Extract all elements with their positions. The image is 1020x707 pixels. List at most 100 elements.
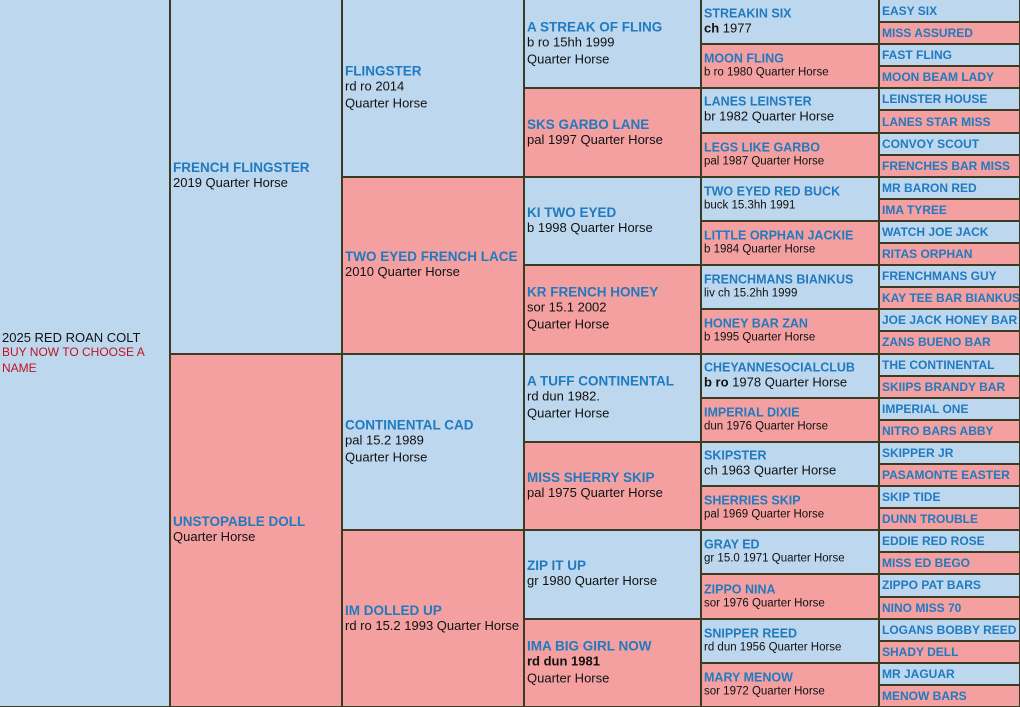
horse-name: MISS ASSURED [882, 26, 973, 41]
pedigree-cell-g5-22: SKIP TIDE [880, 487, 1019, 508]
pedigree-cell-content: LITTLE ORPHAN JACKIE b 1984 Quarter Horse [702, 229, 878, 258]
horse-details: rd dun 1982. [527, 388, 601, 404]
pedigree-cell-content: CONTINENTAL CAD pal 15.2 1989 Quarter Hors… [343, 417, 523, 466]
horse-details: br 1982 Quarter Horse [704, 109, 835, 125]
pedigree-cell-g5-11: RITAS ORPHAN [880, 244, 1019, 265]
pedigree-cell-content: GRAY ED gr 15.0 1971 Quarter Horse [702, 538, 878, 567]
horse-name: MENOW BARS [882, 688, 967, 703]
horse-name: CHEYANNESOCIALCLUB [704, 360, 855, 375]
pedigree-cell-content: FRENCHES BAR MISS [880, 159, 1019, 173]
horse-name: IMA BIG GIRL NOW [527, 638, 652, 654]
pedigree-cell-g4-10: SKIPSTER ch 1963 Quarter Horse [702, 442, 878, 486]
horse-name: MISS SHERRY SKIP [527, 470, 655, 486]
pedigree-cell-g3-7: IMA BIG GIRL NOW rd dun 1981 Quarter Horse [525, 619, 700, 706]
pedigree-cell-g5-27: NINO MISS 70 [880, 597, 1019, 618]
horse-name: LITTLE ORPHAN JACKIE [704, 228, 854, 243]
horse-details: Quarter Horse [345, 449, 428, 465]
horse-details: pal 1969 Quarter Horse [704, 508, 825, 521]
pedigree-cell-g5-9: IMA TYREE [880, 199, 1019, 220]
pedigree-cell-content: MISS SHERRY SKIP pal 1975 Quarter Horse [525, 470, 700, 502]
horse-name: MR BARON RED [882, 180, 977, 195]
pedigree-cell-g4-12: GRAY ED gr 15.0 1971 Quarter Horse [702, 531, 878, 574]
pedigree-cell-content: THE CONTINENTAL [880, 358, 1019, 372]
horse-name: NITRO BARS ABBY [882, 423, 994, 438]
horse-name: SHADY DELL [882, 644, 959, 659]
pedigree-cell-g2-1: TWO EYED FRENCH LACE 2010 Quarter Horse [343, 177, 523, 353]
horse-name: TWO EYED RED BUCK [704, 184, 841, 199]
pedigree-cell-content: LANES STAR MISS [880, 115, 1019, 129]
pedigree-cell-content: LEINSTER HOUSE [880, 92, 1019, 106]
pedigree-cell-content: MARY MENOW sor 1972 Quarter Horse [702, 670, 878, 699]
horse-name: FRENCHES BAR MISS [882, 158, 1011, 173]
horse-name: TWO EYED FRENCH LACE [345, 249, 518, 265]
pedigree-cell-content: PASAMONTE EASTER [880, 468, 1019, 482]
pedigree-cell-content: FRENCHMANS BIANKUS liv ch 15.2hh 1999 [702, 273, 878, 302]
horse-name: UNSTOPABLE DOLL [173, 514, 306, 530]
horse-name: IMA TYREE [882, 202, 947, 217]
pedigree-cell-g5-4: LEINSTER HOUSE [880, 89, 1019, 110]
horse-details: rd dun 1981 [527, 653, 600, 669]
pedigree-cell-content: A TUFF CONTINENTAL rd dun 1982. Quarter Ho… [525, 373, 700, 422]
pedigree-cell-g4-5: LITTLE ORPHAN JACKIE b 1984 Quarter Horse [702, 221, 878, 265]
pedigree-cell-g5-18: IMPERIAL ONE [880, 398, 1019, 419]
pedigree-cell-g5-19: NITRO BARS ABBY [880, 420, 1019, 441]
pedigree-cell-content: RITAS ORPHAN [880, 247, 1019, 261]
pedigree-cell-content: ZIPPO NINA sor 1976 Quarter Horse [702, 582, 878, 611]
horse-name: KAY TEE BAR BIANKUS [882, 291, 1019, 306]
horse-name: RITAS ORPHAN [882, 247, 973, 262]
pedigree-cell-content: IMA BIG GIRL NOW rd dun 1981 Quarter Horse [525, 638, 700, 687]
horse-name: ZIPPO NINA [704, 582, 776, 597]
horse-details: ch 1977 [704, 20, 752, 36]
horse-name: 2025 RED ROAN COLT [2, 329, 141, 345]
horse-name: MR JAGUAR [882, 666, 955, 681]
pedigree-cell-content: KI TWO EYED b 1998 Quarter Horse [525, 205, 700, 237]
pedigree-cell-g5-1: MISS ASSURED [880, 23, 1019, 44]
pedigree-cell-g5-16: THE CONTINENTAL [880, 354, 1019, 375]
pedigree-cell-content: MISS ED BEGO [880, 556, 1019, 570]
horse-details: rd ro 15.2 1993 Quarter Horse [345, 617, 520, 633]
horse-subtitle: BUY NOW TO CHOOSE A NAME [2, 344, 145, 375]
horse-name: ZIP IT UP [527, 558, 587, 574]
horse-name: WATCH JOE JACK [882, 224, 989, 239]
horse-details: ch 1963 Quarter Horse [704, 462, 837, 478]
horse-name: SHERRIES SKIP [704, 493, 801, 508]
pedigree-cell-content: SNIPPER REED rd dun 1956 Quarter Horse [702, 626, 878, 655]
pedigree-cell-content: ZANS BUENO BAR [880, 335, 1019, 349]
horse-details: buck 15.3hh 1991 [704, 199, 796, 212]
pedigree-cell-g1-0: FRENCH FLINGSTER 2019 Quarter Horse [171, 0, 341, 353]
horse-name: A TUFF CONTINENTAL [527, 373, 674, 389]
horse-name: JOE JACK HONEY BAR [882, 313, 1018, 328]
pedigree-cell-g5-26: ZIPPO PAT BARS [880, 575, 1019, 596]
horse-name: FAST FLING [882, 48, 952, 63]
pedigree-cell-content: UNSTOPABLE DOLL Quarter Horse [171, 514, 341, 546]
horse-details: Quarter Horse [527, 316, 610, 332]
pedigree-cell-content: SKIPPER JR [880, 446, 1019, 460]
pedigree-cell-content: SHERRIES SKIP pal 1969 Quarter Horse [702, 494, 878, 523]
horse-name: SKIPPER JR [882, 445, 954, 460]
horse-name: THE CONTINENTAL [882, 357, 995, 372]
horse-details: Quarter Horse [345, 95, 428, 111]
pedigree-cell-g5-2: FAST FLING [880, 45, 1019, 66]
horse-name: SKIP TIDE [882, 490, 941, 505]
horse-name: FRENCH FLINGSTER [173, 160, 310, 176]
horse-details: b ro 1980 Quarter Horse [704, 66, 829, 79]
pedigree-cell-g5-21: PASAMONTE EASTER [880, 464, 1019, 486]
horse-details: Quarter Horse [173, 529, 256, 545]
horse-details: pal 1987 Quarter Horse [704, 155, 825, 168]
horse-name: LEGS LIKE GARBO [704, 140, 820, 155]
pedigree-cell-content: IMPERIAL ONE [880, 402, 1019, 416]
pedigree-cell-content: TWO EYED RED BUCK buck 15.3hh 1991 [702, 184, 878, 213]
pedigree-cell-g5-7: FRENCHES BAR MISS [880, 155, 1019, 176]
horse-name: MARY MENOW [704, 670, 793, 685]
pedigree-cell-content: CONVOY SCOUT [880, 137, 1019, 151]
pedigree-cell-content: MR BARON RED [880, 181, 1019, 195]
pedigree-cell-content: TWO EYED FRENCH LACE 2010 Quarter Horse [343, 249, 523, 281]
horse-details: sor 15.1 2002 [527, 299, 607, 315]
horse-name: IMPERIAL ONE [882, 401, 969, 416]
pedigree-cell-g2-3: IM DOLLED UP rd ro 15.2 1993 Quarter Hors… [343, 531, 523, 706]
pedigree-cell-content: WATCH JOE JACK [880, 225, 1019, 239]
horse-name: DUNN TROUBLE [882, 512, 978, 527]
pedigree-cell-g4-8: CHEYANNESOCIALCLUB b ro 1978 Quarter Hors… [702, 354, 878, 397]
pedigree-cell-content: NITRO BARS ABBY [880, 424, 1019, 438]
